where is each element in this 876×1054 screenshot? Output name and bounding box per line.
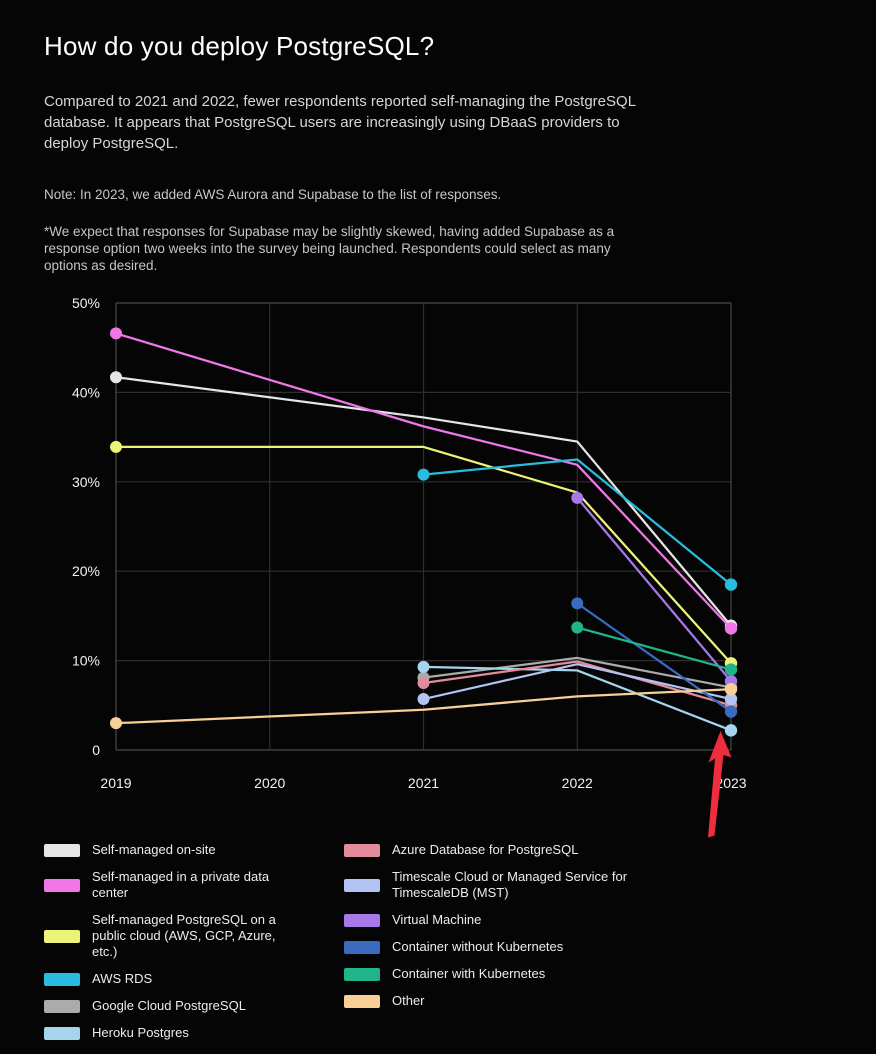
page-title: How do you deploy PostgreSQL?	[44, 31, 435, 62]
data-point	[724, 578, 738, 591]
data-point	[110, 371, 122, 384]
intro-paragraph: Compared to 2021 and 2022, fewer respond…	[44, 93, 636, 152]
legend-swatch	[44, 1026, 80, 1040]
x-tick-2020: 2020	[254, 775, 285, 791]
annotation-arrow	[708, 731, 732, 838]
legend-swatch	[344, 843, 380, 857]
series-heroku-postgres	[417, 660, 738, 737]
y-tick-40: 40%	[72, 384, 100, 400]
legend-label: Container without Kubernetes	[392, 939, 564, 954]
legend-swatch	[44, 843, 80, 857]
data-point	[724, 692, 738, 706]
y-tick-50: 50%	[72, 295, 100, 311]
legend-swatch	[44, 878, 80, 892]
data-point	[571, 597, 584, 610]
legend-item-aws-rds: AWS RDS	[44, 971, 334, 987]
legend-swatch	[44, 999, 80, 1013]
legend-item-google-cloud-postgresql: Google Cloud PostgreSQL	[44, 998, 334, 1014]
series-aws-rds	[417, 458, 738, 591]
legend-swatch	[344, 994, 380, 1008]
data-point	[417, 660, 430, 673]
legend-label: Other	[392, 993, 425, 1008]
legend-label: Azure Database for PostgreSQL	[392, 842, 579, 857]
note-text: Note: In 2023, we added AWS Aurora and S…	[44, 186, 502, 202]
data-point	[571, 491, 584, 504]
footnote-text: *We expect that responses for Supabase m…	[44, 223, 615, 273]
data-point	[724, 663, 738, 676]
legend-item-self-managed-in-a-private-data-center: Self-managed in a private data center	[44, 869, 334, 901]
legend-item-self-managed-on-site: Self-managed on-site	[44, 842, 334, 858]
legend-label: Google Cloud PostgreSQL	[92, 998, 246, 1013]
legend-swatch	[44, 929, 80, 943]
legend-swatch	[344, 967, 380, 981]
x-tick-2023: 2023	[715, 775, 746, 791]
data-point	[724, 622, 738, 635]
series-timescale-cloud-or-managed-service-for-t	[417, 663, 738, 706]
legend-label: Self-managed on-site	[92, 842, 216, 857]
legend-item-virtual-machine: Virtual Machine	[344, 912, 644, 928]
legend-item-container-with-kubernetes: Container with Kubernetes	[344, 966, 644, 982]
y-tick-30: 30%	[72, 474, 100, 490]
legend-label: Timescale Cloud or Managed Service for T…	[392, 869, 628, 900]
data-point	[571, 621, 584, 634]
plot-grid	[115, 302, 732, 751]
legend-column-right: Azure Database for PostgreSQL Timescale C…	[344, 842, 644, 1020]
legend-item-azure-database-for-postgresql: Azure Database for PostgreSQL	[344, 842, 644, 858]
x-tick-2019: 2019	[100, 775, 131, 791]
series-other	[110, 683, 738, 730]
x-tick-2021: 2021	[408, 775, 439, 791]
series-container-without-kubernetes	[571, 597, 738, 718]
data-point	[724, 705, 738, 718]
legend-swatch	[344, 940, 380, 954]
data-point	[417, 676, 430, 689]
legend-label: AWS RDS	[92, 971, 153, 986]
y-tick-20: 20%	[72, 563, 100, 579]
y-tick-10: 10%	[72, 653, 100, 669]
legend-item-other: Other	[344, 993, 644, 1009]
axis-tick-labels: 50% 40% 30% 20% 10% 0 2019 2020 2021 2022 2023	[72, 295, 747, 791]
legend-label: Heroku Postgres	[92, 1025, 189, 1040]
legend-label: Self-managed PostgreSQL on a public clou…	[92, 912, 276, 959]
data-point	[110, 717, 122, 730]
legend-label: Virtual Machine	[392, 912, 482, 927]
legend-label: Self-managed in a private data center	[92, 869, 270, 900]
legend-column-left: Self-managed on-site Self-managed in a pr…	[44, 842, 334, 1052]
legend-label: Container with Kubernetes	[392, 966, 546, 981]
series-self-managed-in-a-private-data-center	[110, 327, 738, 635]
legend-item-heroku-postgres: Heroku Postgres	[44, 1025, 334, 1041]
series-container-with-kubernetes	[571, 621, 738, 676]
legend-swatch	[344, 913, 380, 927]
x-tick-2022: 2022	[562, 775, 593, 791]
legend-swatch	[344, 878, 380, 892]
legend-item-self-managed-postgresql-on-a-public-clou: Self-managed PostgreSQL on a public clou…	[44, 912, 334, 960]
y-tick-0: 0	[92, 742, 100, 758]
data-point	[724, 724, 738, 737]
data-point	[417, 693, 430, 706]
data-point	[724, 683, 738, 696]
legend-item-container-without-kubernetes: Container without Kubernetes	[344, 939, 644, 955]
data-point	[417, 468, 430, 481]
data-point	[110, 440, 122, 453]
legend-item-timescale-cloud-or-managed-service-for-t: Timescale Cloud or Managed Service for T…	[344, 869, 644, 901]
data-point	[110, 327, 122, 340]
legend-swatch	[44, 972, 80, 986]
